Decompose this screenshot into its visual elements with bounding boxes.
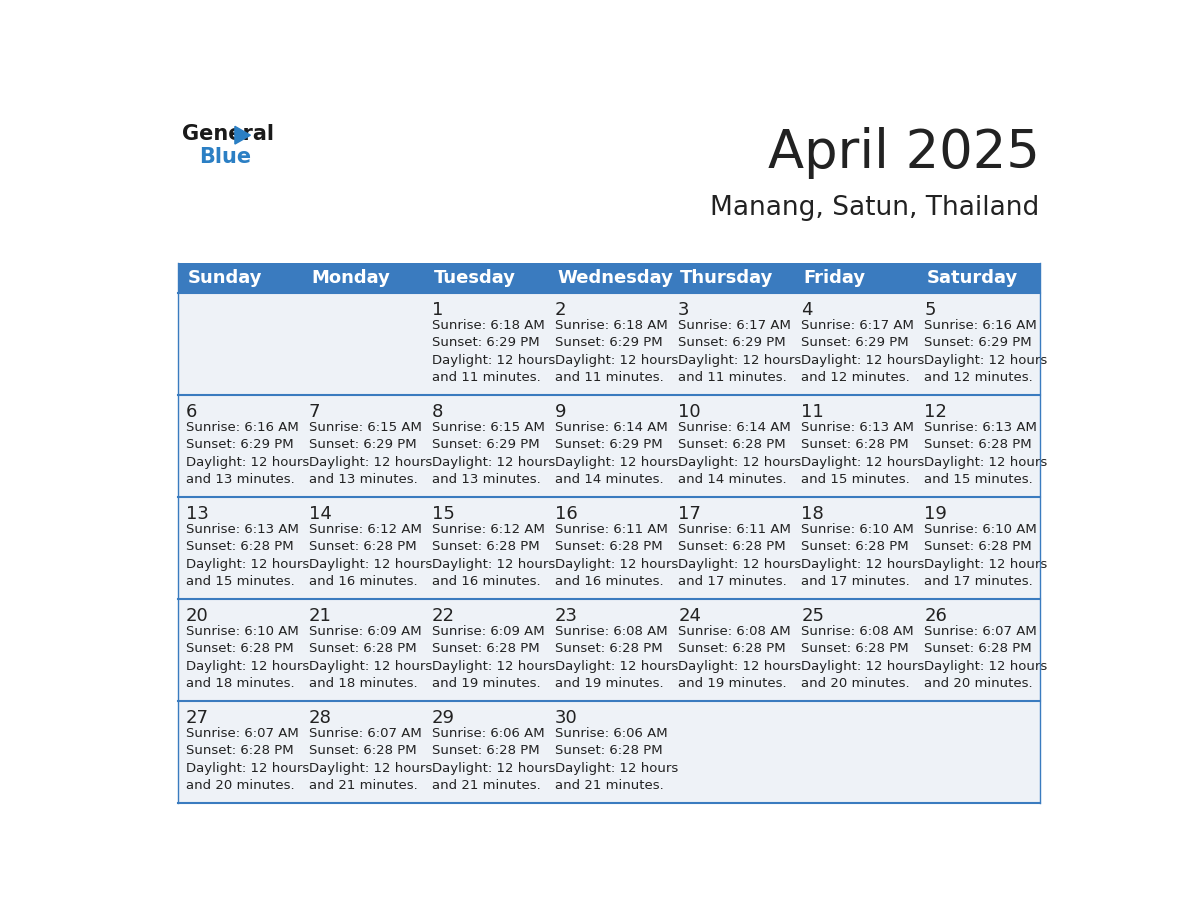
Text: 1: 1 — [432, 301, 443, 319]
Bar — [178, 701, 1040, 803]
Text: 28: 28 — [309, 709, 331, 727]
Text: 11: 11 — [801, 403, 824, 421]
Text: 18: 18 — [801, 505, 824, 523]
Text: 23: 23 — [555, 607, 579, 625]
Text: Sunrise: 6:13 AM
Sunset: 6:28 PM
Daylight: 12 hours
and 15 minutes.: Sunrise: 6:13 AM Sunset: 6:28 PM Dayligh… — [924, 420, 1048, 487]
Text: 10: 10 — [678, 403, 701, 421]
Text: Saturday: Saturday — [927, 269, 1018, 287]
Text: 3: 3 — [678, 301, 690, 319]
Bar — [178, 294, 1040, 396]
Text: Sunrise: 6:18 AM
Sunset: 6:29 PM
Daylight: 12 hours
and 11 minutes.: Sunrise: 6:18 AM Sunset: 6:29 PM Dayligh… — [555, 319, 678, 385]
Text: 26: 26 — [924, 607, 947, 625]
Text: Sunrise: 6:14 AM
Sunset: 6:28 PM
Daylight: 12 hours
and 14 minutes.: Sunrise: 6:14 AM Sunset: 6:28 PM Dayligh… — [678, 420, 802, 487]
Text: Sunrise: 6:11 AM
Sunset: 6:28 PM
Daylight: 12 hours
and 16 minutes.: Sunrise: 6:11 AM Sunset: 6:28 PM Dayligh… — [555, 522, 678, 588]
Text: 7: 7 — [309, 403, 321, 421]
Text: Blue: Blue — [198, 147, 251, 167]
Text: Sunrise: 6:07 AM
Sunset: 6:28 PM
Daylight: 12 hours
and 21 minutes.: Sunrise: 6:07 AM Sunset: 6:28 PM Dayligh… — [309, 727, 432, 792]
Text: Sunrise: 6:10 AM
Sunset: 6:28 PM
Daylight: 12 hours
and 17 minutes.: Sunrise: 6:10 AM Sunset: 6:28 PM Dayligh… — [801, 522, 924, 588]
Text: Sunrise: 6:09 AM
Sunset: 6:28 PM
Daylight: 12 hours
and 19 minutes.: Sunrise: 6:09 AM Sunset: 6:28 PM Dayligh… — [432, 624, 555, 690]
Text: 29: 29 — [432, 709, 455, 727]
Text: 15: 15 — [432, 505, 455, 523]
Text: Sunrise: 6:08 AM
Sunset: 6:28 PM
Daylight: 12 hours
and 20 minutes.: Sunrise: 6:08 AM Sunset: 6:28 PM Dayligh… — [801, 624, 924, 690]
Text: 21: 21 — [309, 607, 331, 625]
Text: Sunrise: 6:11 AM
Sunset: 6:28 PM
Daylight: 12 hours
and 17 minutes.: Sunrise: 6:11 AM Sunset: 6:28 PM Dayligh… — [678, 522, 802, 588]
Text: Sunrise: 6:13 AM
Sunset: 6:28 PM
Daylight: 12 hours
and 15 minutes.: Sunrise: 6:13 AM Sunset: 6:28 PM Dayligh… — [185, 522, 309, 588]
Text: 27: 27 — [185, 709, 209, 727]
Text: 16: 16 — [555, 505, 577, 523]
Text: Monday: Monday — [311, 269, 390, 287]
Text: 25: 25 — [801, 607, 824, 625]
Text: Sunrise: 6:12 AM
Sunset: 6:28 PM
Daylight: 12 hours
and 16 minutes.: Sunrise: 6:12 AM Sunset: 6:28 PM Dayligh… — [309, 522, 432, 588]
Text: Sunrise: 6:13 AM
Sunset: 6:28 PM
Daylight: 12 hours
and 15 minutes.: Sunrise: 6:13 AM Sunset: 6:28 PM Dayligh… — [801, 420, 924, 487]
Text: Wednesday: Wednesday — [557, 269, 674, 287]
Text: Friday: Friday — [803, 269, 866, 287]
Text: 19: 19 — [924, 505, 947, 523]
Text: Tuesday: Tuesday — [434, 269, 516, 287]
Text: 9: 9 — [555, 403, 567, 421]
Text: Sunrise: 6:17 AM
Sunset: 6:29 PM
Daylight: 12 hours
and 11 minutes.: Sunrise: 6:17 AM Sunset: 6:29 PM Dayligh… — [678, 319, 802, 385]
Text: 13: 13 — [185, 505, 209, 523]
Text: 14: 14 — [309, 505, 331, 523]
Text: Sunrise: 6:07 AM
Sunset: 6:28 PM
Daylight: 12 hours
and 20 minutes.: Sunrise: 6:07 AM Sunset: 6:28 PM Dayligh… — [924, 624, 1048, 690]
Bar — [178, 599, 1040, 701]
Text: Sunrise: 6:10 AM
Sunset: 6:28 PM
Daylight: 12 hours
and 17 minutes.: Sunrise: 6:10 AM Sunset: 6:28 PM Dayligh… — [924, 522, 1048, 588]
Text: April 2025: April 2025 — [767, 127, 1040, 179]
Text: 8: 8 — [432, 403, 443, 421]
Bar — [178, 396, 1040, 498]
Text: Sunrise: 6:10 AM
Sunset: 6:28 PM
Daylight: 12 hours
and 18 minutes.: Sunrise: 6:10 AM Sunset: 6:28 PM Dayligh… — [185, 624, 309, 690]
Text: 30: 30 — [555, 709, 577, 727]
Bar — [178, 263, 1040, 294]
Text: 24: 24 — [678, 607, 701, 625]
Text: 12: 12 — [924, 403, 947, 421]
Text: Sunrise: 6:16 AM
Sunset: 6:29 PM
Daylight: 12 hours
and 13 minutes.: Sunrise: 6:16 AM Sunset: 6:29 PM Dayligh… — [185, 420, 309, 487]
Text: 22: 22 — [432, 607, 455, 625]
Text: Sunrise: 6:09 AM
Sunset: 6:28 PM
Daylight: 12 hours
and 18 minutes.: Sunrise: 6:09 AM Sunset: 6:28 PM Dayligh… — [309, 624, 432, 690]
Text: Sunrise: 6:12 AM
Sunset: 6:28 PM
Daylight: 12 hours
and 16 minutes.: Sunrise: 6:12 AM Sunset: 6:28 PM Dayligh… — [432, 522, 555, 588]
Polygon shape — [235, 127, 251, 144]
Text: Sunrise: 6:06 AM
Sunset: 6:28 PM
Daylight: 12 hours
and 21 minutes.: Sunrise: 6:06 AM Sunset: 6:28 PM Dayligh… — [555, 727, 678, 792]
Text: Sunrise: 6:18 AM
Sunset: 6:29 PM
Daylight: 12 hours
and 11 minutes.: Sunrise: 6:18 AM Sunset: 6:29 PM Dayligh… — [432, 319, 555, 385]
Text: Sunrise: 6:06 AM
Sunset: 6:28 PM
Daylight: 12 hours
and 21 minutes.: Sunrise: 6:06 AM Sunset: 6:28 PM Dayligh… — [432, 727, 555, 792]
Text: 2: 2 — [555, 301, 567, 319]
Text: General: General — [182, 124, 273, 144]
Text: Sunrise: 6:17 AM
Sunset: 6:29 PM
Daylight: 12 hours
and 12 minutes.: Sunrise: 6:17 AM Sunset: 6:29 PM Dayligh… — [801, 319, 924, 385]
Text: Thursday: Thursday — [681, 269, 773, 287]
Text: Sunrise: 6:08 AM
Sunset: 6:28 PM
Daylight: 12 hours
and 19 minutes.: Sunrise: 6:08 AM Sunset: 6:28 PM Dayligh… — [678, 624, 802, 690]
Text: Manang, Satun, Thailand: Manang, Satun, Thailand — [710, 195, 1040, 221]
Text: Sunrise: 6:15 AM
Sunset: 6:29 PM
Daylight: 12 hours
and 13 minutes.: Sunrise: 6:15 AM Sunset: 6:29 PM Dayligh… — [432, 420, 555, 487]
Text: Sunday: Sunday — [188, 269, 263, 287]
Text: Sunrise: 6:15 AM
Sunset: 6:29 PM
Daylight: 12 hours
and 13 minutes.: Sunrise: 6:15 AM Sunset: 6:29 PM Dayligh… — [309, 420, 432, 487]
Bar — [178, 498, 1040, 599]
Text: 20: 20 — [185, 607, 208, 625]
Text: Sunrise: 6:16 AM
Sunset: 6:29 PM
Daylight: 12 hours
and 12 minutes.: Sunrise: 6:16 AM Sunset: 6:29 PM Dayligh… — [924, 319, 1048, 385]
Text: 5: 5 — [924, 301, 936, 319]
Text: Sunrise: 6:14 AM
Sunset: 6:29 PM
Daylight: 12 hours
and 14 minutes.: Sunrise: 6:14 AM Sunset: 6:29 PM Dayligh… — [555, 420, 678, 487]
Text: 4: 4 — [801, 301, 813, 319]
Text: Sunrise: 6:08 AM
Sunset: 6:28 PM
Daylight: 12 hours
and 19 minutes.: Sunrise: 6:08 AM Sunset: 6:28 PM Dayligh… — [555, 624, 678, 690]
Text: 17: 17 — [678, 505, 701, 523]
Text: 6: 6 — [185, 403, 197, 421]
Text: Sunrise: 6:07 AM
Sunset: 6:28 PM
Daylight: 12 hours
and 20 minutes.: Sunrise: 6:07 AM Sunset: 6:28 PM Dayligh… — [185, 727, 309, 792]
